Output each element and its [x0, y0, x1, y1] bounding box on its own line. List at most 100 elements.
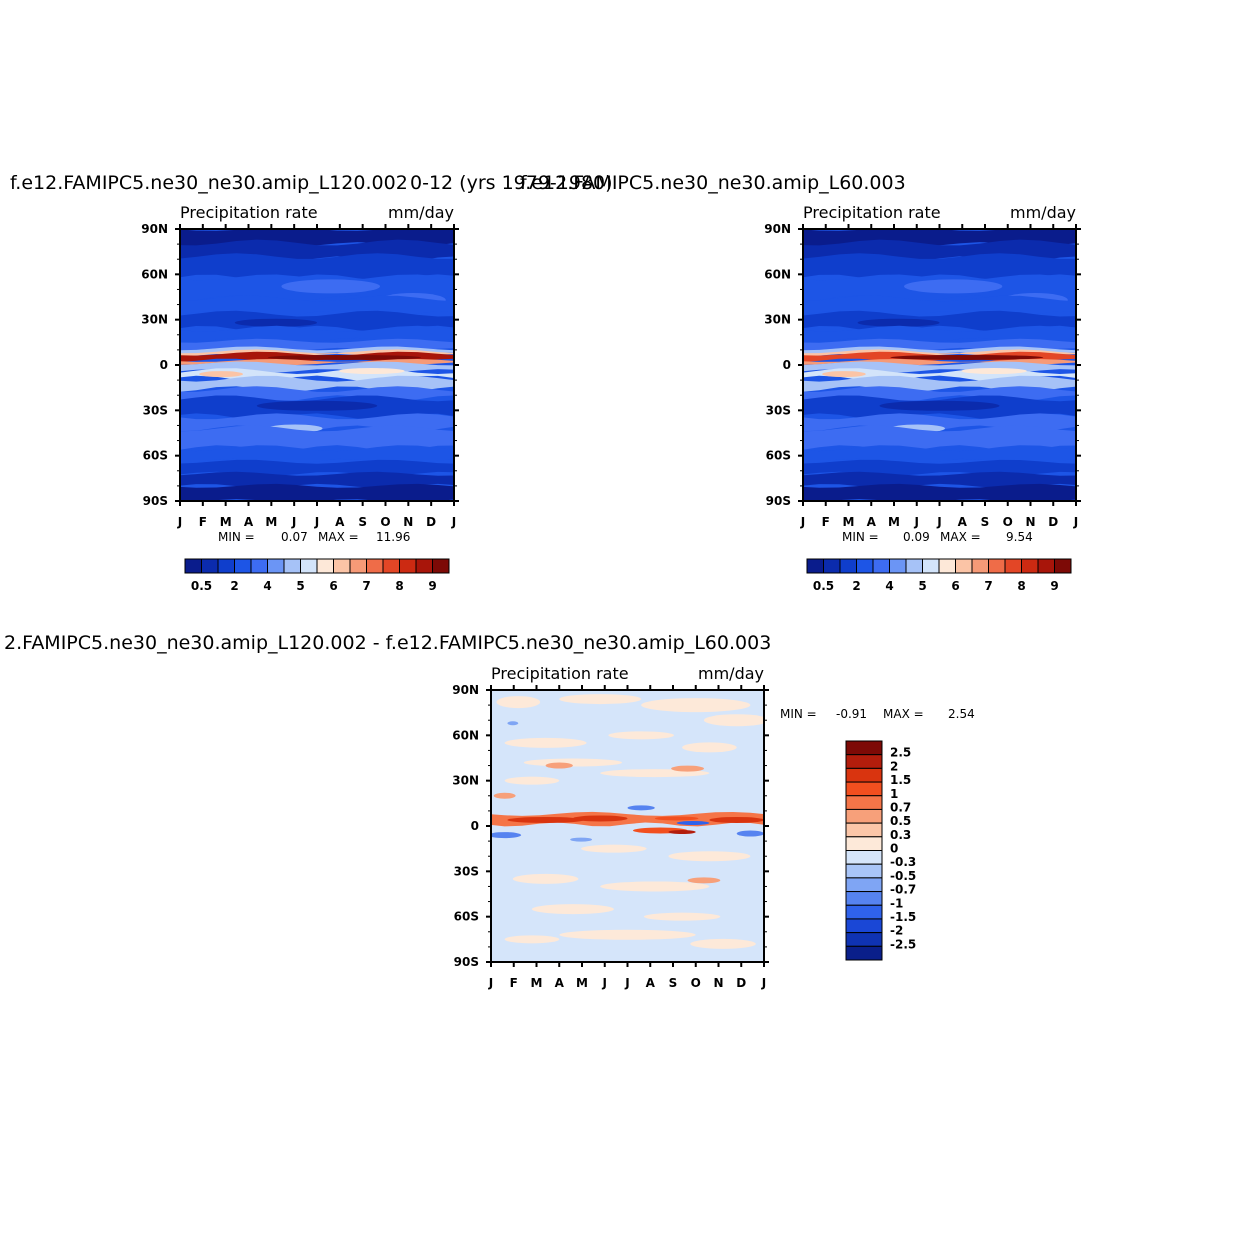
colorbar-box: [845, 781, 883, 797]
diff-patch-pos-14: [531, 904, 614, 915]
diff-neg-arctic: [507, 721, 519, 726]
y-tick-label: 30S: [143, 403, 168, 417]
colorbar-box: [872, 558, 890, 574]
diff-background: [491, 690, 764, 962]
x-tick-label: J: [291, 515, 296, 529]
panel-difference-min-value: -0.91: [836, 707, 867, 721]
x-tick-label: J: [177, 515, 182, 529]
colorbar-label: 0.5: [813, 579, 834, 593]
x-tick-label: A: [244, 515, 254, 529]
colorbar-label: 5: [296, 579, 304, 593]
colorbar-label: 9: [1050, 579, 1058, 593]
colorbar-label: -2.5: [890, 937, 916, 951]
band-north-storm: [180, 253, 454, 281]
panel-difference-units: mm/day: [698, 664, 764, 683]
x-tick-label: J: [1073, 515, 1078, 529]
right-model-title: f.e12.FAMIPC5.ne30_ne30.amip_L60.003: [520, 172, 906, 194]
colorbar-label: 1: [890, 787, 898, 801]
x-tick-label: O: [691, 976, 701, 990]
diff-patch-pos-4: [504, 737, 587, 748]
blob-spcz: [961, 368, 1027, 375]
y-tick-label: 30N: [764, 313, 791, 327]
colorbar-box: [845, 754, 883, 769]
diff-patch-pos-6: [682, 742, 737, 753]
y-tick-label: 0: [783, 358, 791, 372]
x-tick-label: F: [822, 515, 830, 529]
colorbar-box: [184, 558, 202, 574]
band-north-storm: [803, 253, 1076, 281]
x-tick-label: M: [843, 515, 855, 529]
panel-right-max-value: 9.54: [1006, 530, 1033, 544]
y-tick-label: 30N: [141, 313, 168, 327]
diff-patch-pos-0: [496, 696, 541, 709]
band-south-pole: [803, 483, 1076, 501]
diff-south-eq-max: [668, 830, 696, 835]
diff-patch-pos-15: [643, 912, 721, 921]
period-title: 0-12 (yrs 1979-1980): [410, 172, 613, 194]
colorbar-label: 2: [890, 759, 898, 773]
y-tick-label: 60N: [764, 267, 791, 281]
panel-left-colorbar: 0.5 2 4 5 6 7 8 9: [184, 558, 450, 593]
colorbar-label: -2: [890, 924, 903, 938]
panel-left-title: Precipitation rate: [180, 203, 318, 222]
x-tick-label: J: [936, 515, 941, 529]
x-tick-label: A: [555, 976, 565, 990]
x-tick-label: J: [314, 515, 319, 529]
y-tick-label: 30S: [454, 864, 479, 878]
panel-right-units: mm/day: [1010, 203, 1076, 222]
y-tick-label: 60S: [143, 449, 168, 463]
diff-patch-pos-2: [641, 698, 751, 713]
diff-neg-west: [491, 832, 522, 839]
diff-patch-pos-16: [559, 929, 696, 940]
diff-patch-pos-17: [504, 935, 560, 944]
x-tick-label: M: [576, 976, 588, 990]
colorbar-box: [1037, 558, 1055, 574]
x-tick-label: J: [914, 515, 919, 529]
colorbar-box: [399, 558, 417, 574]
panel-difference: Precipitation rate mm/day 90N 60N 30N 0 30S 6…: [452, 664, 974, 990]
x-tick-label: N: [1025, 515, 1035, 529]
colorbar-box: [988, 558, 1006, 574]
x-tick-label: J: [488, 976, 493, 990]
colorbar-box: [806, 558, 824, 574]
colorbar-label: 0.5: [191, 579, 212, 593]
colorbar-box: [845, 850, 883, 865]
colorbar-box: [432, 558, 450, 574]
panel-difference-title: Precipitation rate: [491, 664, 629, 683]
colorbar-box: [217, 558, 235, 574]
colorbar-label: 8: [1017, 579, 1025, 593]
colorbar-box: [283, 558, 301, 574]
y-tick-label: 90S: [454, 955, 479, 969]
diff-patch-pos-9: [504, 776, 560, 785]
diff-patch-mod-3: [493, 792, 516, 799]
panel-left-field: [180, 229, 454, 501]
colorbar-box: [823, 558, 841, 574]
x-tick-label: J: [602, 976, 607, 990]
x-tick-label: F: [199, 515, 207, 529]
band-south-storm: [180, 425, 454, 452]
band-north-tropic: [180, 325, 454, 344]
panel-left: Precipitation rate mm/day 90N 60N 30N 0 30S 6…: [141, 203, 459, 593]
colorbar-box: [905, 558, 923, 574]
colorbar-label: 1.5: [890, 773, 911, 787]
band-antarctic-edge: [803, 459, 1076, 476]
colorbar-label: 9: [428, 579, 436, 593]
x-tick-label: S: [358, 515, 367, 529]
colorbar-box: [845, 808, 883, 824]
x-tick-label: S: [669, 976, 678, 990]
colorbar-box: [971, 558, 989, 574]
colorbar-label: 0: [890, 842, 898, 856]
panel-difference-colorbar: 2.521.510.70.50.30-0.3-0.5-0.7-1-1.5-2-2…: [845, 740, 916, 961]
panel-right-colorbar: 0.5 2 4 5 6 7 8 9: [806, 558, 1072, 593]
diff-itcz-core-b: [572, 815, 628, 822]
blob-spcz: [338, 368, 405, 375]
x-tick-label: O: [380, 515, 390, 529]
band-south-pole: [180, 483, 454, 501]
diff-patch-mod-1: [671, 765, 704, 772]
colorbar-box: [845, 904, 883, 920]
colorbar-box: [349, 558, 367, 574]
y-tick-label: 0: [471, 819, 479, 833]
blob-itcz-max: [890, 354, 1044, 360]
blob-south-dry: [256, 400, 378, 411]
